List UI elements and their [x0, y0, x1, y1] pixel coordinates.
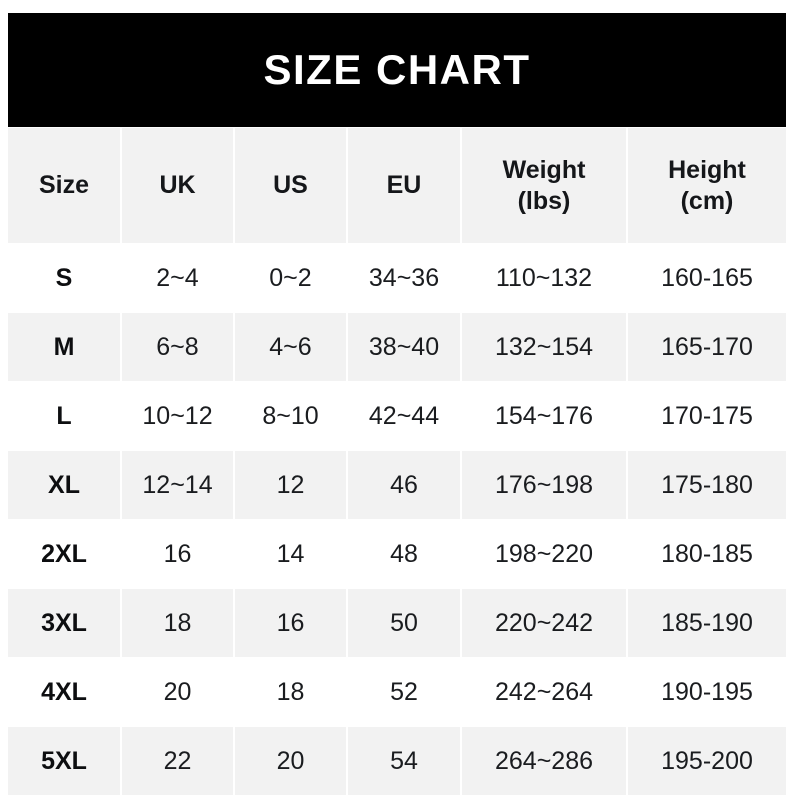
cell-weight: 154~176: [462, 382, 628, 451]
column-header-eu: EU: [348, 128, 462, 244]
cell-weight: 264~286: [462, 727, 628, 796]
column-header-label: Size: [38, 171, 90, 200]
cell-size: L: [8, 382, 122, 451]
cell-uk: 6~8: [122, 313, 235, 382]
column-header-height: Height (cm): [628, 128, 786, 244]
cell-eu: 42~44: [348, 382, 462, 451]
table-row: M 6~8 4~6 38~40 132~154 165-170: [8, 313, 786, 382]
table-body: S 2~4 0~2 34~36 110~132 160-165 M 6~8 4~6 38~40 13…: [8, 244, 786, 796]
cell-uk: 16: [122, 520, 235, 589]
cell-height: 185-190: [628, 589, 786, 658]
cell-uk: 10~12: [122, 382, 235, 451]
cell-eu: 46: [348, 451, 462, 520]
cell-uk: 12~14: [122, 451, 235, 520]
column-header-label: Weight: [502, 156, 586, 184]
column-header-weight: Weight (lbs): [462, 128, 628, 244]
cell-uk: 2~4: [122, 244, 235, 313]
cell-size: 3XL: [8, 589, 122, 658]
cell-weight: 198~220: [462, 520, 628, 589]
cell-us: 4~6: [235, 313, 348, 382]
column-header-sublabel: (cm): [680, 186, 734, 215]
table-header: Size UK US EU Weight (lbs) Height (cm): [8, 128, 786, 244]
table-row: 4XL 20 18 52 242~264 190-195: [8, 658, 786, 727]
cell-us: 18: [235, 658, 348, 727]
title-band: SIZE CHART: [8, 13, 786, 127]
page-title: SIZE CHART: [263, 46, 531, 93]
cell-size: 4XL: [8, 658, 122, 727]
cell-height: 180-185: [628, 520, 786, 589]
cell-height: 165-170: [628, 313, 786, 382]
cell-size: XL: [8, 451, 122, 520]
cell-uk: 18: [122, 589, 235, 658]
cell-eu: 38~40: [348, 313, 462, 382]
table-row: S 2~4 0~2 34~36 110~132 160-165: [8, 244, 786, 313]
cell-height: 195-200: [628, 727, 786, 796]
cell-eu: 48: [348, 520, 462, 589]
cell-eu: 34~36: [348, 244, 462, 313]
column-header-label: UK: [159, 171, 196, 200]
cell-weight: 110~132: [462, 244, 628, 313]
cell-us: 16: [235, 589, 348, 658]
cell-weight: 176~198: [462, 451, 628, 520]
cell-us: 14: [235, 520, 348, 589]
table-row: 3XL 18 16 50 220~242 185-190: [8, 589, 786, 658]
cell-us: 8~10: [235, 382, 348, 451]
cell-weight: 132~154: [462, 313, 628, 382]
cell-us: 0~2: [235, 244, 348, 313]
cell-weight: 242~264: [462, 658, 628, 727]
header-row: Size UK US EU Weight (lbs) Height (cm): [8, 128, 786, 244]
column-header-label: US: [273, 171, 308, 200]
cell-eu: 54: [348, 727, 462, 796]
cell-size: S: [8, 244, 122, 313]
cell-size: 5XL: [8, 727, 122, 796]
cell-us: 12: [235, 451, 348, 520]
table-row: 2XL 16 14 48 198~220 180-185: [8, 520, 786, 589]
cell-height: 175-180: [628, 451, 786, 520]
cell-eu: 52: [348, 658, 462, 727]
cell-size: 2XL: [8, 520, 122, 589]
table-row: L 10~12 8~10 42~44 154~176 170-175: [8, 382, 786, 451]
cell-uk: 22: [122, 727, 235, 796]
cell-weight: 220~242: [462, 589, 628, 658]
cell-uk: 20: [122, 658, 235, 727]
column-header-label: Height: [668, 156, 746, 184]
column-header-uk: UK: [122, 128, 235, 244]
cell-us: 20: [235, 727, 348, 796]
cell-size: M: [8, 313, 122, 382]
column-header-size: Size: [8, 128, 122, 244]
size-chart-table: Size UK US EU Weight (lbs) Height (cm) S 2~4 0~2 3…: [8, 128, 786, 796]
column-header-us: US: [235, 128, 348, 244]
cell-eu: 50: [348, 589, 462, 658]
cell-height: 190-195: [628, 658, 786, 727]
column-header-sublabel: (lbs): [517, 186, 571, 215]
column-header-label: EU: [386, 171, 422, 200]
cell-height: 160-165: [628, 244, 786, 313]
table-row: XL 12~14 12 46 176~198 175-180: [8, 451, 786, 520]
cell-height: 170-175: [628, 382, 786, 451]
table-row: 5XL 22 20 54 264~286 195-200: [8, 727, 786, 796]
